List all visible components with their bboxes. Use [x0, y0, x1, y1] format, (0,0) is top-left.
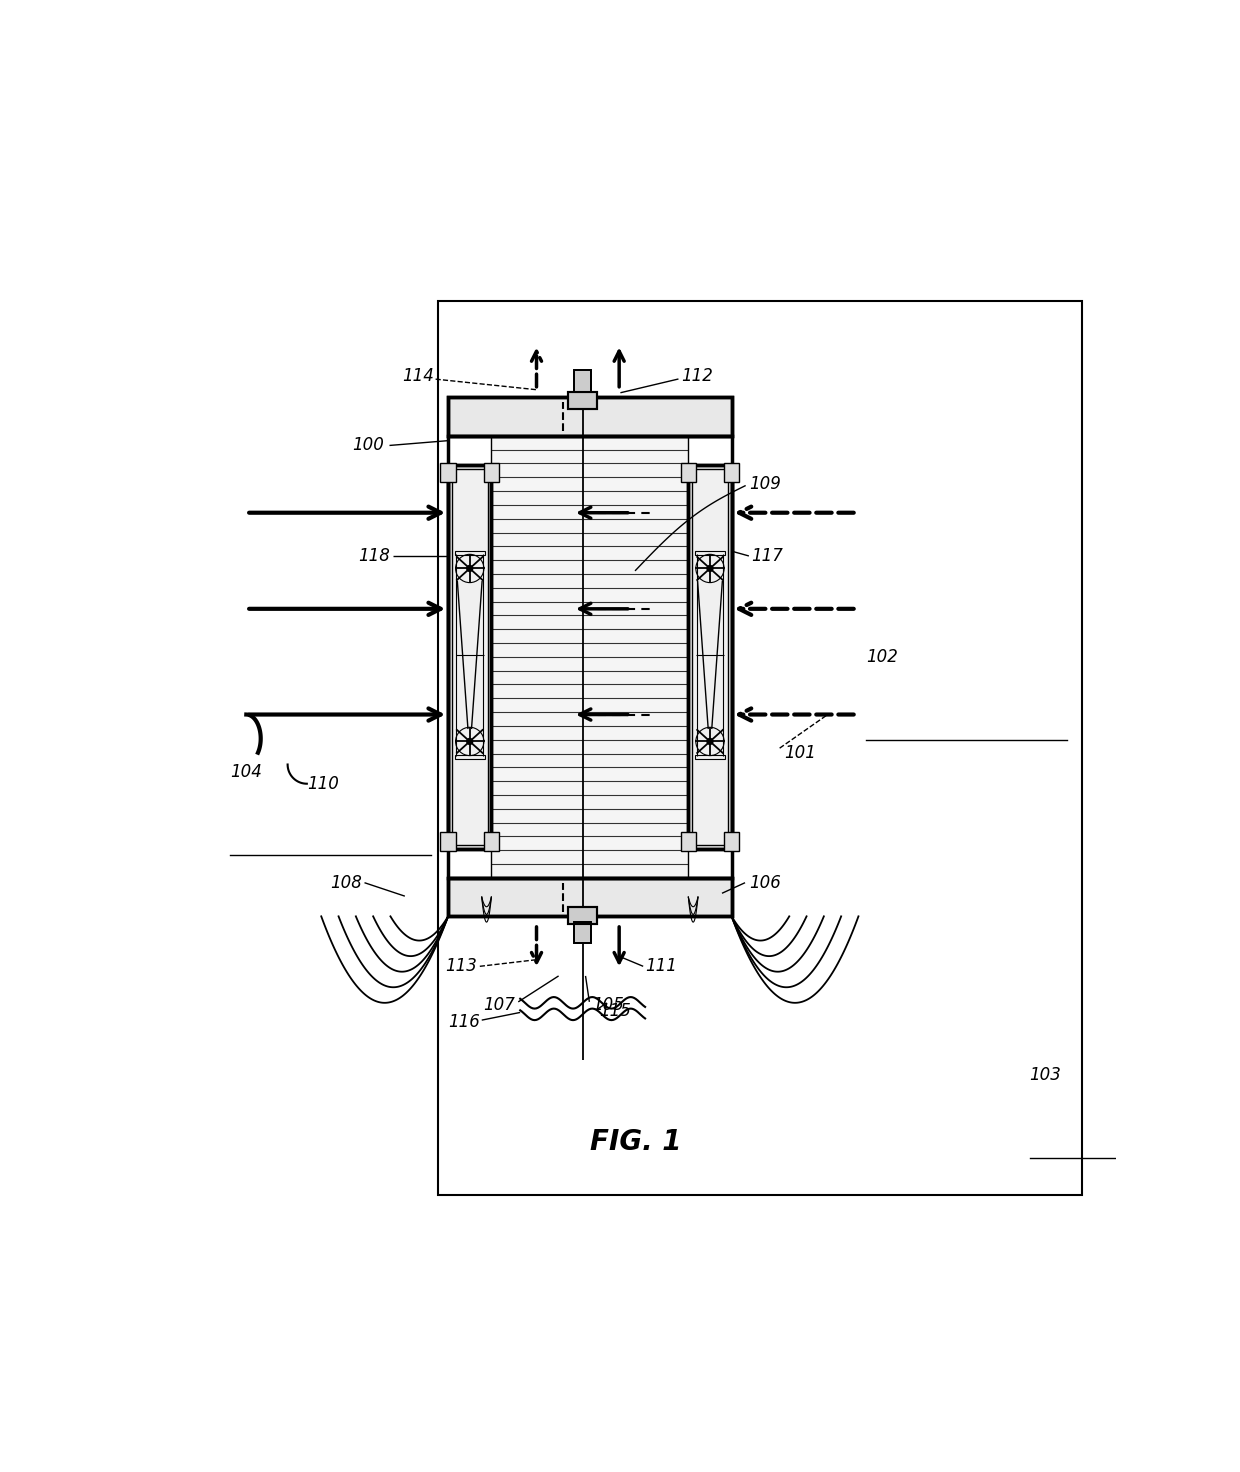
- Bar: [484, 462, 498, 481]
- Text: 106: 106: [749, 874, 781, 892]
- Bar: [484, 832, 498, 851]
- Bar: [696, 551, 725, 555]
- Bar: [724, 462, 739, 481]
- Bar: [440, 832, 456, 851]
- Bar: [724, 832, 739, 851]
- Text: 111: 111: [645, 957, 677, 976]
- Text: 110: 110: [306, 774, 339, 793]
- Bar: [448, 397, 732, 436]
- Bar: [439, 302, 1083, 1195]
- Bar: [448, 877, 732, 917]
- Text: 115: 115: [599, 1001, 631, 1020]
- Bar: [455, 551, 485, 555]
- Bar: [568, 907, 596, 924]
- Text: 107: 107: [484, 995, 516, 1014]
- Bar: [448, 877, 732, 917]
- Bar: [692, 468, 728, 845]
- Bar: [574, 371, 591, 392]
- Bar: [455, 755, 485, 760]
- Circle shape: [707, 739, 713, 745]
- Text: 101: 101: [785, 743, 816, 762]
- Bar: [688, 465, 732, 849]
- Bar: [568, 392, 596, 409]
- Bar: [696, 755, 725, 760]
- Bar: [451, 468, 487, 845]
- Text: 117: 117: [751, 548, 782, 565]
- Text: 100: 100: [352, 437, 383, 455]
- Bar: [681, 832, 696, 851]
- Bar: [568, 392, 596, 409]
- Text: 102: 102: [866, 648, 898, 665]
- Text: 118: 118: [358, 548, 391, 565]
- Text: 108: 108: [330, 874, 362, 892]
- Text: 113: 113: [445, 957, 477, 976]
- Circle shape: [466, 565, 472, 571]
- Text: 114: 114: [402, 367, 434, 386]
- Circle shape: [707, 565, 713, 571]
- Bar: [568, 907, 596, 924]
- Bar: [448, 465, 491, 849]
- Bar: [574, 921, 591, 944]
- Text: 109: 109: [749, 475, 781, 493]
- Bar: [448, 397, 732, 436]
- Text: 104: 104: [229, 762, 262, 782]
- Bar: [448, 465, 491, 849]
- Text: FIG. 1: FIG. 1: [590, 1128, 681, 1156]
- Bar: [491, 436, 688, 877]
- Bar: [574, 921, 591, 944]
- Text: 116: 116: [448, 1013, 480, 1030]
- Circle shape: [466, 739, 472, 745]
- Bar: [440, 462, 456, 481]
- Text: 112: 112: [682, 367, 713, 386]
- Bar: [688, 465, 732, 849]
- Bar: [448, 436, 732, 877]
- Text: 105: 105: [593, 995, 624, 1014]
- Text: 103: 103: [1029, 1066, 1061, 1083]
- Bar: [681, 462, 696, 481]
- Bar: [574, 371, 591, 392]
